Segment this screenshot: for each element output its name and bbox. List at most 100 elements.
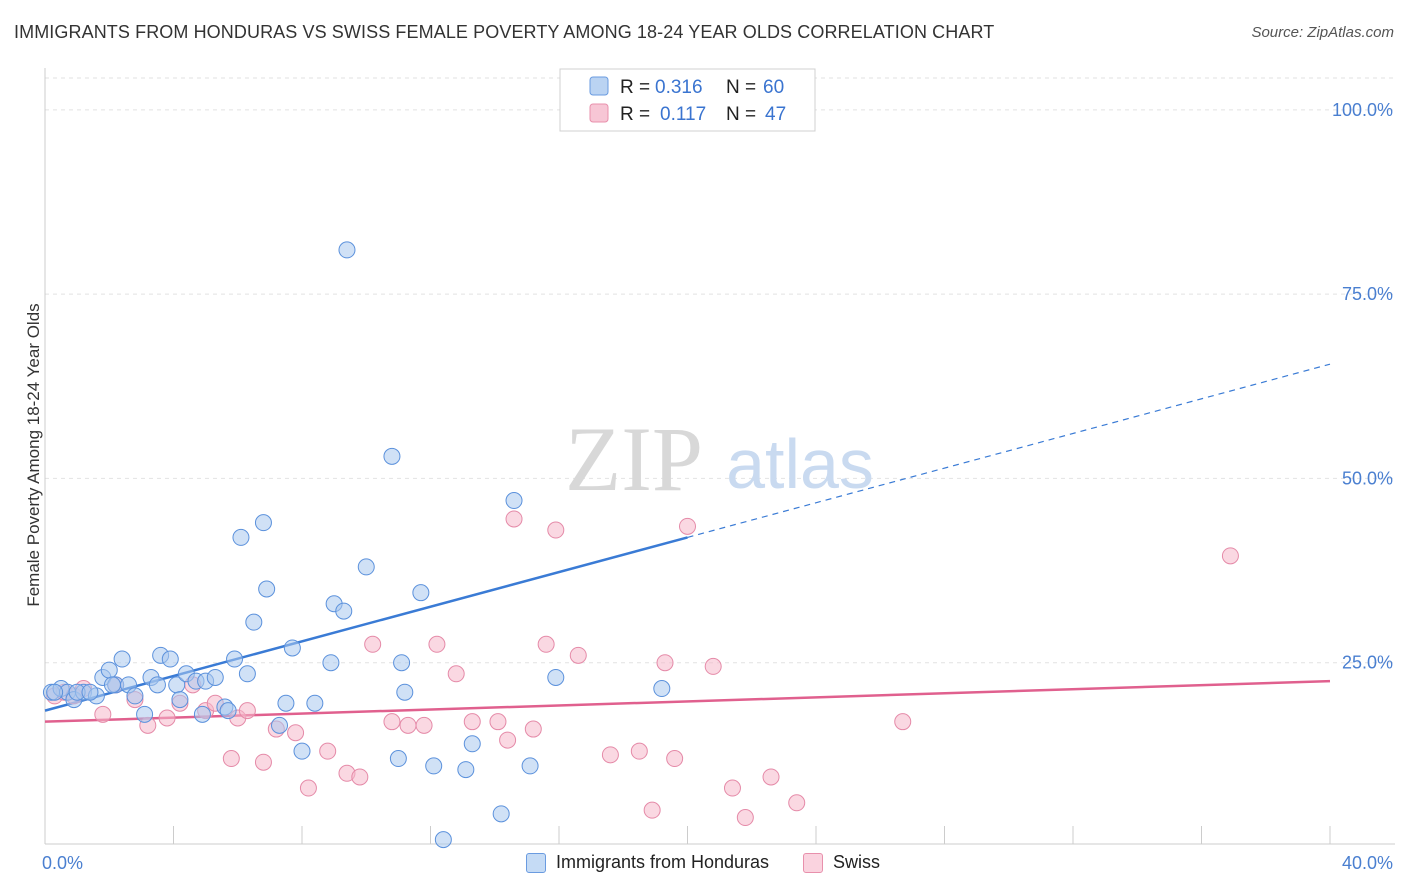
legend-r-label: R = — [620, 77, 650, 98]
correlation-legend: R = 0.316 N = 60 R = 0.117 N = 47 — [559, 68, 816, 132]
point-honduras — [335, 602, 353, 620]
point-honduras — [396, 683, 414, 701]
axes — [44, 68, 1395, 845]
gridlines — [45, 77, 1395, 664]
watermark-zip: ZIP — [565, 408, 703, 510]
point-swiss — [723, 779, 741, 797]
point-swiss — [399, 716, 417, 734]
point-swiss — [704, 657, 722, 675]
point-swiss — [222, 750, 240, 768]
point-honduras — [505, 492, 523, 510]
point-honduras — [113, 650, 131, 668]
point-honduras — [393, 654, 411, 672]
point-swiss — [643, 801, 661, 819]
point-swiss — [666, 750, 684, 768]
point-honduras — [226, 650, 244, 668]
point-swiss — [447, 665, 465, 683]
legend-n-label: N = — [726, 104, 756, 125]
point-honduras — [81, 683, 99, 701]
point-honduras — [206, 668, 224, 686]
point-swiss — [630, 742, 648, 760]
legend-item-honduras[interactable]: Immigrants from Honduras — [525, 852, 770, 873]
legend-swatch-swiss — [803, 852, 824, 873]
legend-r-value: 0.316 — [655, 77, 703, 98]
point-honduras — [463, 735, 481, 753]
trend-line-swiss — [44, 679, 1331, 723]
point-swiss — [569, 646, 587, 664]
point-honduras — [547, 668, 565, 686]
point-honduras — [136, 705, 154, 723]
y-tick-label: 75.0% — [1342, 284, 1393, 304]
y-tick-label: 100.0% — [1332, 100, 1393, 120]
legend-n-label: N = — [726, 77, 756, 98]
point-honduras — [232, 528, 250, 546]
point-swiss — [351, 768, 369, 786]
point-honduras — [338, 241, 356, 259]
legend-n-value: 60 — [763, 77, 784, 98]
point-honduras — [126, 687, 144, 705]
point-honduras — [148, 676, 166, 694]
point-honduras — [258, 580, 276, 598]
x-tick-label: 40.0% — [1342, 853, 1393, 873]
trend-line-honduras-extrapolated — [687, 363, 1331, 538]
point-honduras — [389, 750, 407, 768]
point-honduras — [271, 716, 289, 734]
point-honduras — [425, 757, 443, 775]
y-tick-label: 50.0% — [1342, 468, 1393, 488]
x-tick-labels: 0.0% 40.0% — [42, 853, 1393, 873]
point-swiss — [463, 713, 481, 731]
watermark-atlas: atlas — [726, 425, 874, 503]
legend-label-swiss: Swiss — [833, 852, 881, 872]
point-honduras — [521, 757, 539, 775]
point-swiss — [601, 746, 619, 764]
point-swiss — [499, 731, 517, 749]
point-honduras — [306, 694, 324, 712]
legend-item-swiss[interactable]: Swiss — [803, 852, 880, 873]
y-tick-labels: 25.0% 50.0% 75.0% 100.0% — [1332, 100, 1393, 673]
point-swiss — [1221, 547, 1239, 565]
point-swiss — [505, 510, 523, 528]
legend-swatch-honduras — [525, 852, 546, 873]
point-honduras — [434, 831, 452, 849]
point-honduras — [100, 661, 118, 679]
point-swiss — [364, 635, 382, 653]
point-swiss — [415, 716, 433, 734]
point-swiss — [547, 521, 565, 539]
point-honduras — [653, 680, 671, 698]
point-swiss — [254, 753, 272, 771]
point-swiss — [238, 702, 256, 720]
legend-n-value: 47 — [765, 104, 786, 125]
point-swiss — [537, 635, 555, 653]
point-swiss — [524, 720, 542, 738]
point-honduras — [46, 683, 64, 701]
legend-label-honduras: Immigrants from Honduras — [555, 852, 770, 872]
point-honduras — [457, 761, 475, 779]
point-swiss — [656, 654, 674, 672]
point-honduras — [412, 584, 430, 602]
legend-swatch-blue — [589, 76, 609, 96]
point-honduras — [103, 676, 121, 694]
y-tick-label: 25.0% — [1342, 653, 1393, 673]
point-swiss — [299, 779, 317, 797]
point-honduras — [161, 650, 179, 668]
point-honduras — [322, 654, 340, 672]
watermark: ZIP atlas — [565, 408, 874, 510]
point-honduras — [254, 514, 272, 532]
data-points — [42, 241, 1239, 849]
series-legend: Immigrants from Honduras Swiss — [0, 852, 1406, 873]
point-honduras — [293, 742, 311, 760]
x-tick-label: 0.0% — [42, 853, 83, 873]
point-honduras — [171, 691, 189, 709]
point-swiss — [762, 768, 780, 786]
point-swiss — [489, 713, 507, 731]
source-label: Source: ZipAtlas.com — [1251, 24, 1394, 41]
point-honduras — [283, 639, 301, 657]
point-honduras — [238, 665, 256, 683]
point-honduras — [219, 702, 237, 720]
point-swiss — [736, 809, 754, 827]
legend-r-label: R = — [620, 104, 650, 125]
point-honduras — [383, 447, 401, 465]
point-swiss — [894, 713, 912, 731]
point-swiss — [383, 713, 401, 731]
